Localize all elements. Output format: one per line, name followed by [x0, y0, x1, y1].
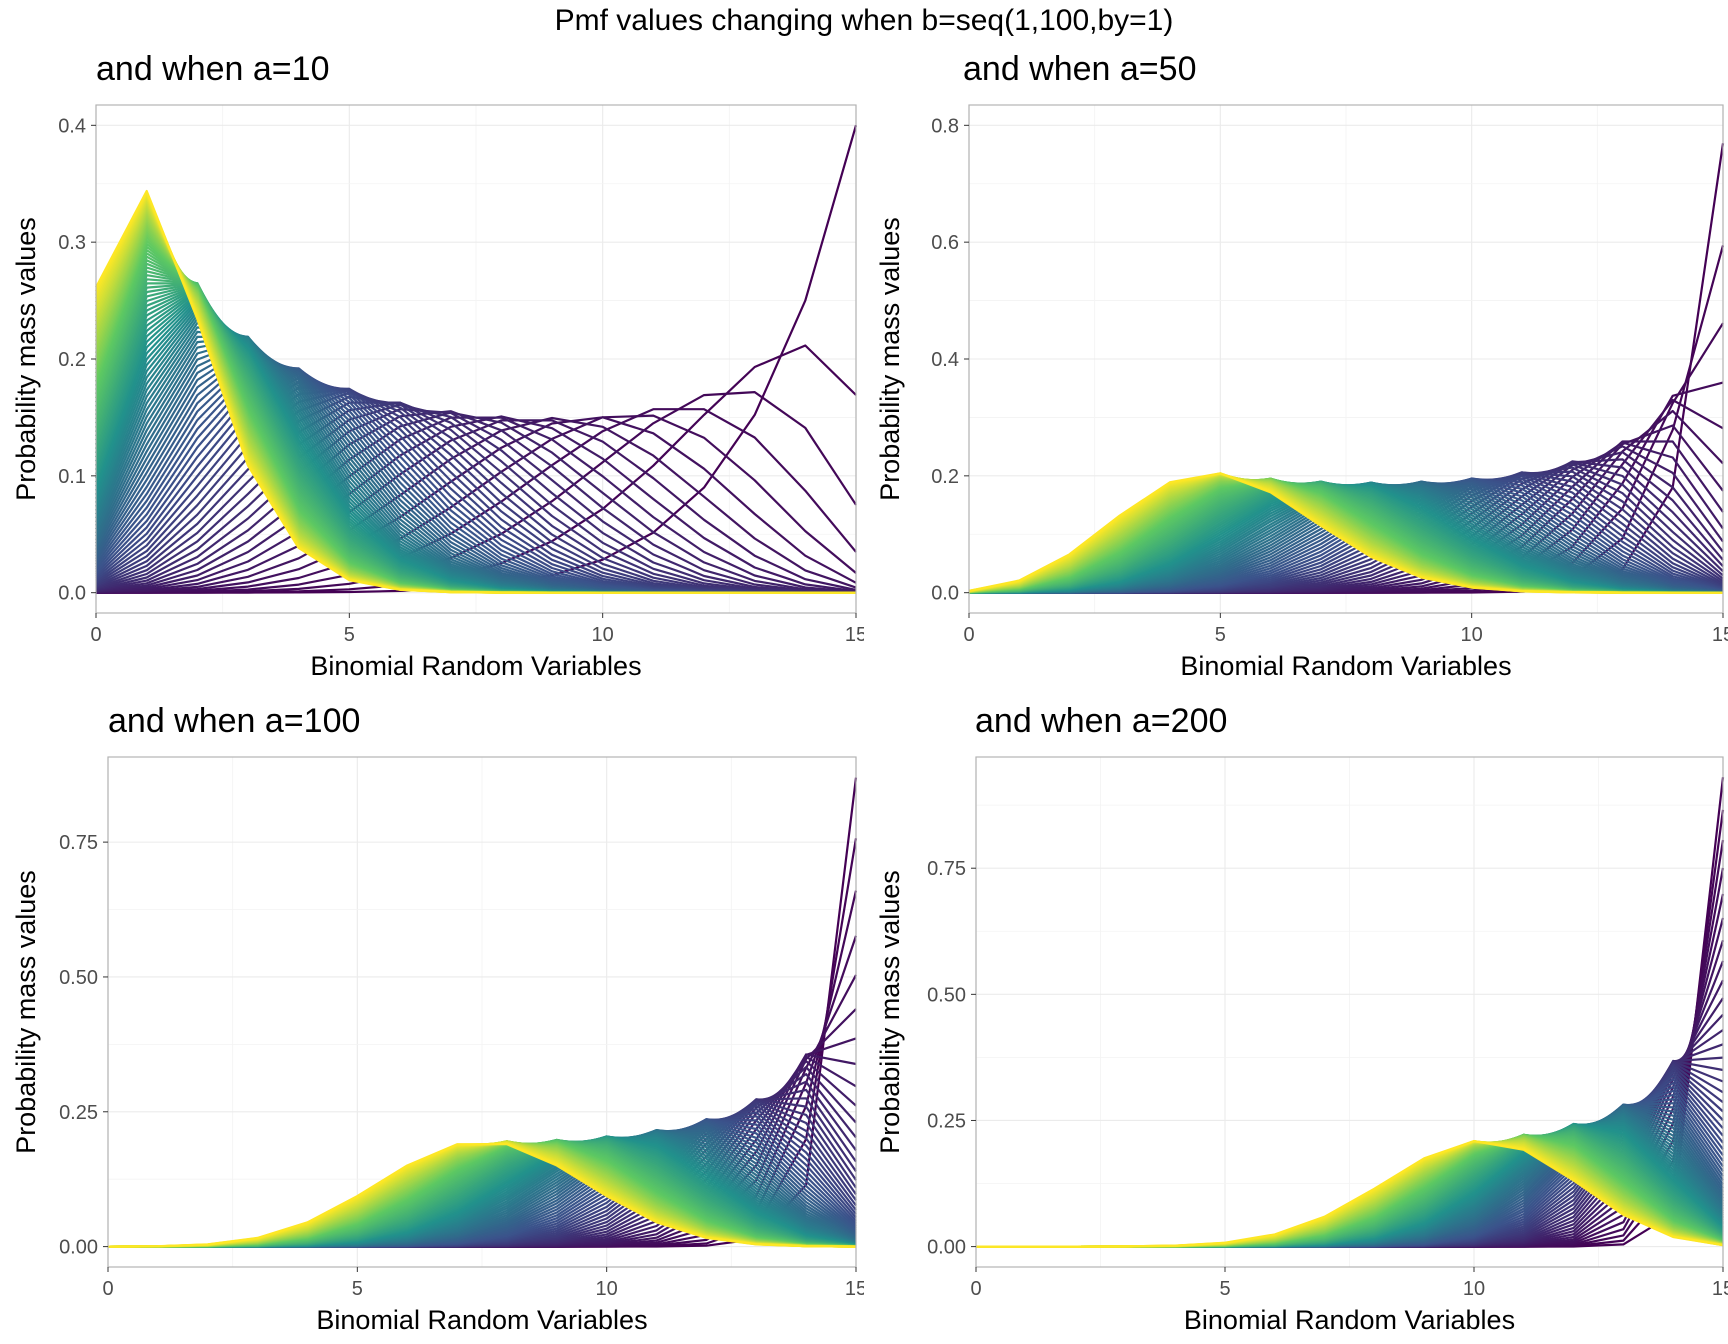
panel-2-title: and when a=50 — [963, 50, 1197, 88]
series-lines — [94, 124, 858, 594]
series-lines — [976, 777, 1725, 1248]
panel-2-plot: 0 5 10 15 0.0 0.2 0.4 0.6 0.8 Binomial Random Var… — [875, 104, 1728, 681]
panel-1-title: and when a=10 — [96, 50, 330, 88]
y-tick-label: 0.00 — [59, 1237, 98, 1259]
x-tick-label: 5 — [1219, 1278, 1230, 1300]
y-tick-label: 0.4 — [58, 115, 86, 137]
x-tick-label: 15 — [845, 624, 864, 646]
y-axis-title: Probability mass values — [875, 217, 905, 501]
series-line-b12 — [95, 410, 857, 594]
y-tick-label: 0.4 — [931, 349, 959, 371]
series-line-b8 — [95, 419, 857, 594]
y-tick-label: 0.25 — [59, 1102, 98, 1124]
series-line-b16 — [95, 401, 857, 594]
series-line-b100 — [107, 1143, 857, 1248]
x-tick-label: 15 — [845, 1278, 864, 1300]
y-tick-label: 0.2 — [58, 349, 86, 371]
x-axis-title: Binomial Random Variables — [316, 1305, 647, 1335]
panel-4-plot: 0 5 10 15 0.00 0.25 0.50 0.75 Binomial Random Va… — [875, 756, 1728, 1335]
y-tick-label: 0.0 — [58, 583, 86, 605]
series-line-b100 — [976, 1140, 1724, 1248]
x-axis-title: Binomial Random Variables — [1180, 651, 1511, 681]
series-line-b5 — [95, 414, 857, 594]
figure-title: Pmf values changing when b=seq(1,100,by=… — [554, 4, 1174, 37]
panel-3-plot: 0 5 10 15 0.00 0.25 0.50 0.75 Binomial Random Va… — [11, 756, 864, 1335]
y-tick-label: 0.3 — [58, 232, 86, 254]
x-tick-label: 0 — [90, 624, 101, 646]
y-tick-label: 0.50 — [927, 984, 966, 1006]
x-tick-label: 0 — [102, 1278, 113, 1300]
x-tick-label: 0 — [963, 624, 974, 646]
panel-4-title: and when a=200 — [975, 702, 1228, 740]
y-tick-label: 0.75 — [927, 858, 966, 880]
series-line-b15 — [95, 401, 857, 594]
y-tick-label: 0.50 — [59, 967, 98, 989]
x-tick-label: 15 — [1712, 1278, 1728, 1300]
x-tick-label: 10 — [592, 624, 614, 646]
y-axis-title: Probability mass values — [875, 870, 905, 1154]
y-tick-label: 0.25 — [927, 1110, 966, 1132]
x-tick-label: 10 — [596, 1278, 618, 1300]
x-tick-label: 5 — [352, 1278, 363, 1300]
x-axis-title: Binomial Random Variables — [310, 651, 641, 681]
series-line-b100 — [968, 472, 1723, 594]
x-tick-label: 5 — [344, 624, 355, 646]
y-tick-label: 0.75 — [59, 832, 98, 854]
series-line-b11 — [95, 411, 857, 594]
series-line-b14 — [95, 403, 857, 594]
panel-border — [975, 756, 1724, 1268]
y-tick-label: 0.0 — [931, 583, 959, 605]
y-axis-title: Probability mass values — [11, 217, 41, 501]
x-tick-label: 5 — [1215, 624, 1226, 646]
y-tick-label: 0.6 — [931, 232, 959, 254]
series-line-b6 — [95, 416, 857, 594]
x-tick-label: 15 — [1712, 624, 1728, 646]
y-tick-label: 0.1 — [58, 466, 86, 488]
y-axis-title: Probability mass values — [11, 870, 41, 1154]
x-tick-label: 10 — [1461, 624, 1483, 646]
y-tick-label: 0.8 — [931, 115, 959, 137]
panel-1-plot: 0 5 10 15 0.0 0.1 0.2 0.3 0.4 Binomial Random Var… — [11, 104, 864, 681]
series-lines — [968, 143, 1725, 594]
y-tick-label: 0.00 — [927, 1237, 966, 1259]
x-axis-title: Binomial Random Variables — [1184, 1305, 1515, 1335]
y-tick-label: 0.2 — [931, 466, 959, 488]
x-tick-label: 10 — [1463, 1278, 1485, 1300]
series-line-b13 — [95, 408, 857, 594]
x-tick-label: 0 — [970, 1278, 981, 1300]
panel-border — [107, 756, 857, 1268]
series-line-b100 — [95, 189, 856, 594]
series-lines — [107, 777, 858, 1248]
panel-3-title: and when a=100 — [108, 702, 361, 740]
series-line-b7 — [95, 416, 857, 594]
